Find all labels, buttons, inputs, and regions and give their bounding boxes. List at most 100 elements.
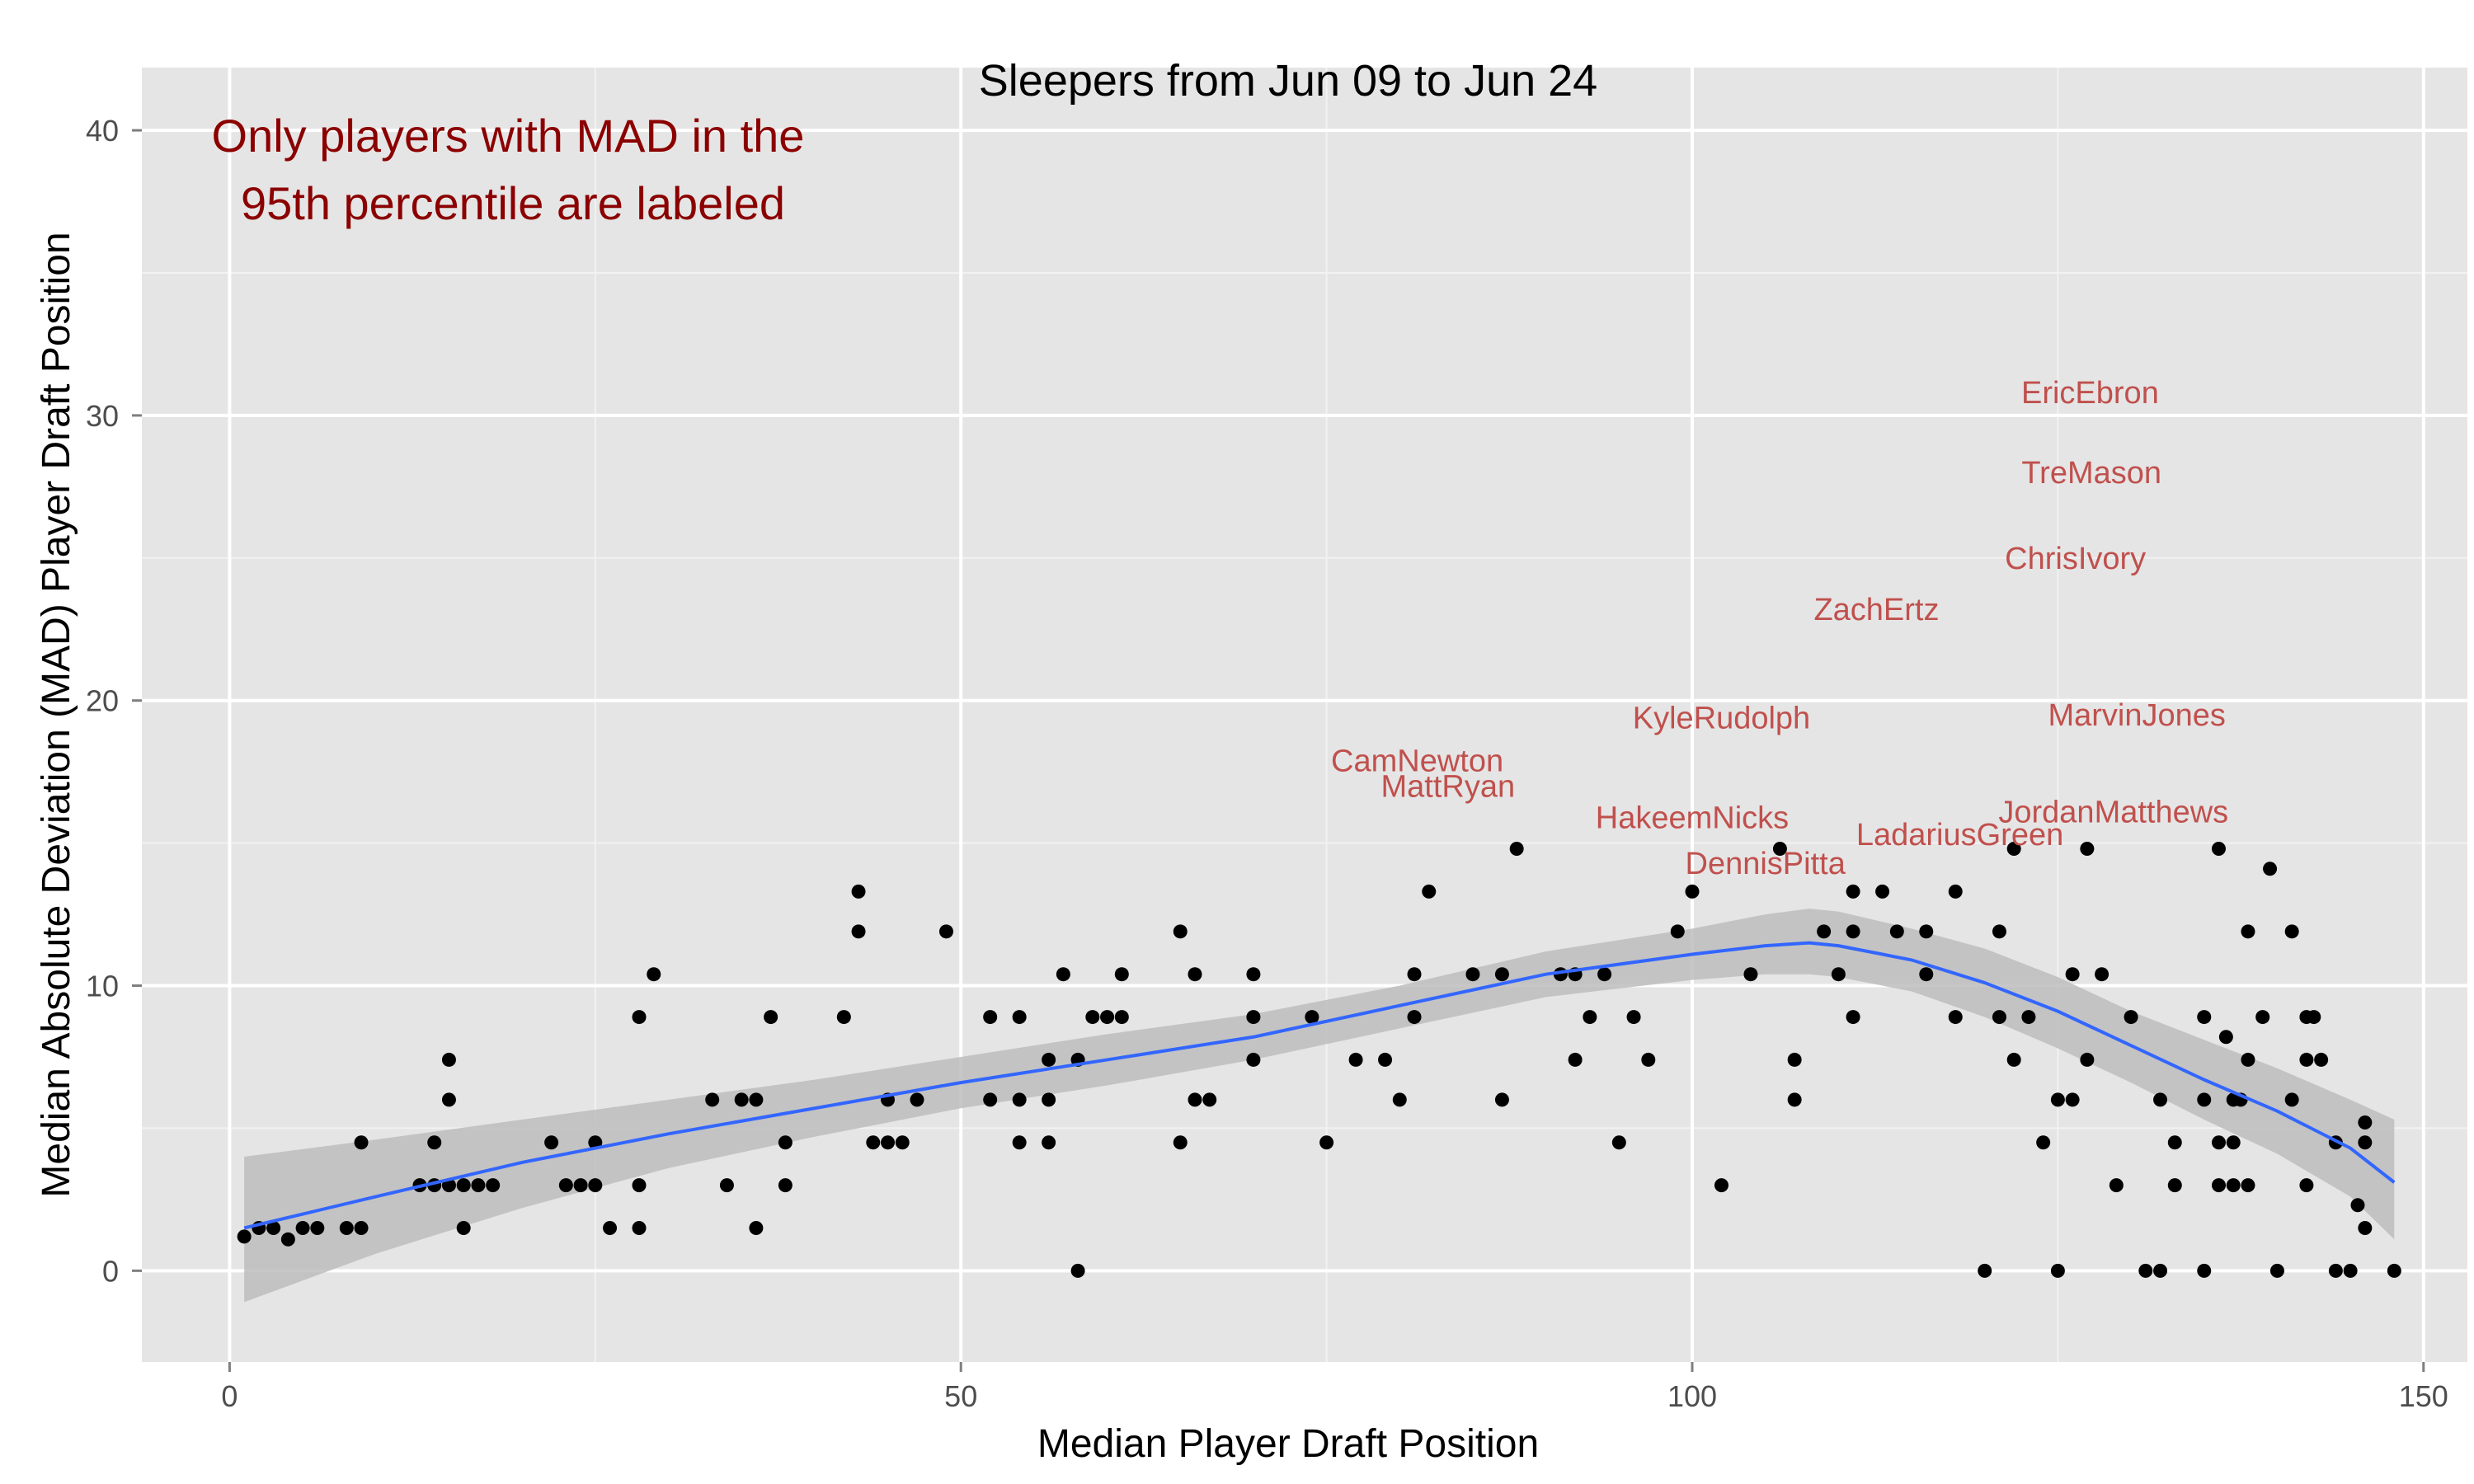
data-point — [486, 1178, 501, 1193]
data-point — [1042, 1092, 1056, 1107]
data-point — [1188, 1092, 1202, 1107]
data-point — [558, 1178, 573, 1193]
data-point — [1685, 884, 1700, 899]
data-point — [2197, 1010, 2212, 1025]
data-point — [2350, 1198, 2365, 1213]
data-point — [1568, 1052, 1583, 1067]
data-point — [1465, 967, 1480, 982]
data-point — [441, 1052, 456, 1067]
major-gridlines — [142, 68, 2467, 1362]
data-point — [1772, 842, 1787, 857]
data-point — [1246, 1052, 1261, 1067]
data-point — [1202, 1092, 1217, 1107]
data-point — [1378, 1052, 1393, 1067]
data-point — [2080, 842, 2095, 857]
data-point — [764, 1010, 778, 1025]
data-point — [1173, 924, 1188, 939]
data-point — [2241, 924, 2255, 939]
data-point — [632, 1010, 647, 1025]
loess-smooth-line — [243, 941, 2396, 1230]
data-point — [2328, 1263, 2343, 1278]
data-point — [1626, 1010, 1641, 1025]
data-point — [2095, 967, 2109, 982]
data-point — [441, 1092, 456, 1107]
data-point — [1597, 967, 1612, 982]
data-point — [2153, 1263, 2168, 1278]
data-point — [2358, 1115, 2373, 1130]
data-point — [1846, 924, 1860, 939]
data-point — [2167, 1135, 2182, 1150]
player-label: CamNewton — [1331, 744, 1503, 778]
data-point — [1743, 967, 1758, 982]
data-point — [1583, 1010, 1597, 1025]
data-point — [2065, 967, 2080, 982]
data-point — [851, 924, 866, 939]
data-point — [2006, 1052, 2021, 1067]
x-axis-title: Median Player Draft Position — [1037, 1422, 1539, 1466]
y-tick-label: 0 — [102, 1254, 119, 1288]
y-axis-title: Median Absolute Deviation (MAD) Player D… — [35, 232, 78, 1197]
data-point — [705, 1092, 720, 1107]
data-point — [1042, 1052, 1056, 1067]
data-point — [573, 1178, 588, 1193]
data-point — [1012, 1135, 1027, 1150]
data-point — [778, 1178, 793, 1193]
data-point — [734, 1092, 749, 1107]
confidence-band-area — [244, 909, 2395, 1303]
data-point — [2211, 842, 2226, 857]
data-point — [603, 1220, 618, 1235]
data-point — [983, 1092, 998, 1107]
data-point — [1714, 1178, 1729, 1193]
data-point — [1114, 1010, 1129, 1025]
data-point — [1085, 1010, 1100, 1025]
data-point — [2314, 1052, 2329, 1067]
data-point — [983, 1010, 998, 1025]
data-point — [1407, 967, 1422, 982]
data-point — [1611, 1135, 1626, 1150]
data-point — [2109, 1178, 2124, 1193]
data-point — [836, 1010, 851, 1025]
data-point — [1114, 967, 1129, 982]
chart-title: Sleepers from Jun 09 to Jun 24 — [979, 56, 1597, 106]
data-point — [1509, 842, 1524, 857]
data-point — [647, 967, 661, 982]
player-label: HakeemNicks — [1596, 801, 1789, 835]
data-point — [2211, 1178, 2226, 1193]
player-label: LadariusGreen — [1856, 818, 2063, 852]
data-point — [427, 1135, 442, 1150]
player-label: KyleRudolph — [1633, 701, 1810, 735]
y-axis-ticks: 0 10 20 30 40 — [86, 114, 142, 1288]
data-point — [719, 1178, 734, 1193]
data-point — [1948, 884, 1963, 899]
data-point — [2284, 1092, 2299, 1107]
x-tick-label: 0 — [221, 1379, 238, 1413]
data-point — [1817, 924, 1832, 939]
data-point — [1422, 884, 1437, 899]
data-points — [237, 842, 2401, 1278]
data-point — [1787, 1092, 1802, 1107]
annotation-line-2: 95th percentile are labeled — [241, 177, 785, 229]
data-point — [1100, 1010, 1115, 1025]
data-point — [2343, 1263, 2358, 1278]
data-point — [456, 1178, 471, 1193]
data-point — [2006, 842, 2021, 857]
data-point — [471, 1178, 486, 1193]
data-point — [1188, 967, 1202, 982]
data-point — [2050, 1092, 2065, 1107]
player-label: ChrisIvory — [2005, 542, 2146, 576]
data-point — [544, 1135, 559, 1150]
data-point — [2065, 1092, 2080, 1107]
data-point — [588, 1178, 603, 1193]
data-point — [2269, 1263, 2284, 1278]
data-point — [2241, 1052, 2255, 1067]
y-tick-label: 40 — [86, 114, 119, 148]
data-point — [2226, 1135, 2241, 1150]
data-point — [1670, 924, 1685, 939]
data-point — [1056, 967, 1070, 982]
annotation-line-1: Only players with MAD in the — [212, 110, 805, 162]
data-point — [2050, 1263, 2065, 1278]
data-point — [2358, 1220, 2373, 1235]
data-point — [2211, 1135, 2226, 1150]
data-point — [632, 1220, 647, 1235]
